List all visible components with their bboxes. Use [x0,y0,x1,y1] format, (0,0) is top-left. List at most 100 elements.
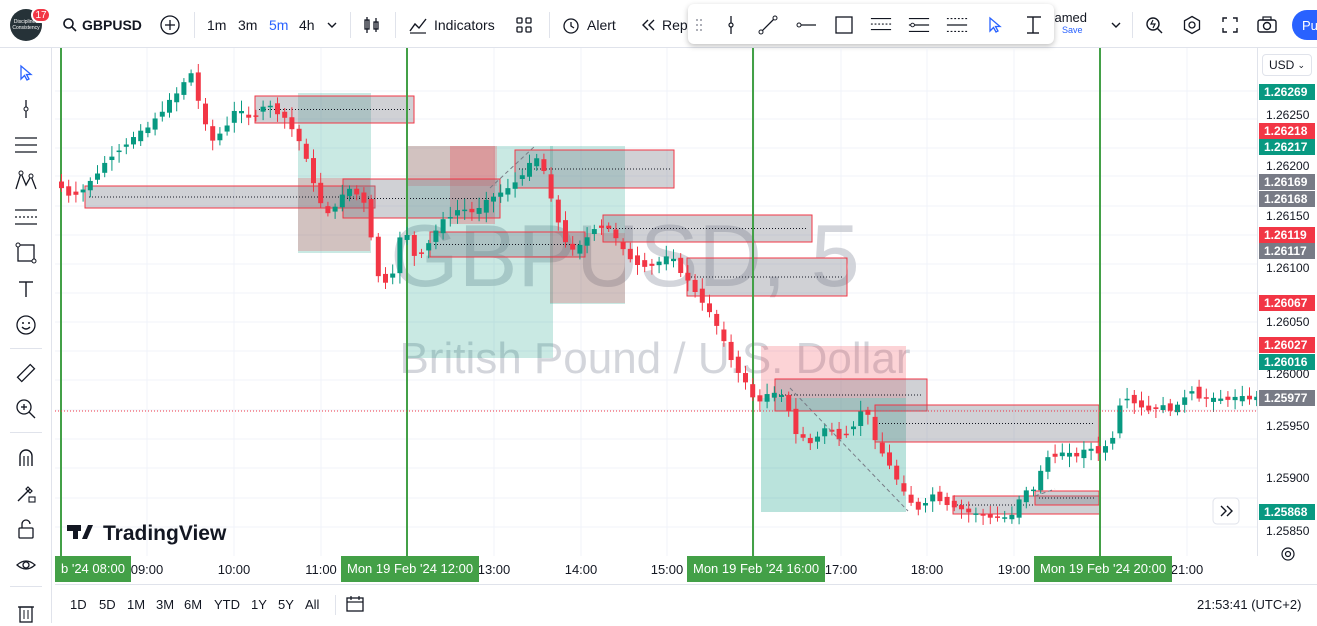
range-1m[interactable]: 1M [127,597,146,612]
text-tool-left[interactable] [13,276,39,302]
time-axis[interactable]: 09:00 10:00 11:00 13:00 14:00 15:00 17:00 18:00… [55,556,1257,584]
candle-body [145,127,151,134]
trend-line-tool[interactable] [757,14,779,36]
price-label: 1.26168 [1259,191,1315,207]
candle-body [541,159,547,172]
top-toolbar: Disciplined Consistency 17 GBPUSD 1m 3m 5… [0,0,1317,48]
measure-tool[interactable] [13,360,39,386]
candle-body [512,182,518,189]
rectangle-tool[interactable] [833,14,855,36]
pattern-tool[interactable] [13,168,39,194]
range-1d[interactable]: 1D [70,597,87,612]
date-range-button[interactable] [345,594,365,619]
cursor-tool[interactable] [984,14,1006,36]
range-1y[interactable]: 1Y [251,597,267,612]
range-5y[interactable]: 5Y [278,597,294,612]
layout-dropdown[interactable] [1110,12,1122,38]
zone-rectangle[interactable] [550,146,625,304]
remove-drawings-tool[interactable] [13,600,39,626]
grid-icon [516,17,532,33]
price-axis[interactable]: USD ⌄ 1.26250 1.26200 1.26150 1.26100 1.26050… [1257,48,1317,561]
tf-5m[interactable]: 5m [269,17,289,33]
candle-body [563,220,568,243]
zoom-tool[interactable] [13,396,39,422]
horizontal-ray-tool[interactable] [795,14,817,36]
range-5d[interactable]: 5D [99,597,116,612]
candle-body [375,236,381,277]
compare-button[interactable] [159,12,181,38]
position-tool[interactable] [946,14,968,36]
replay-label: Rep [662,17,688,33]
publish-button[interactable]: Pu [1292,10,1317,40]
zoom-in-icon [16,399,36,419]
indicators-button[interactable]: Indicators [408,12,495,38]
tf-3m[interactable]: 3m [238,17,258,33]
fib-tool-left[interactable] [13,204,39,230]
price-label: 1.26218 [1259,123,1315,139]
zone-rectangle[interactable] [298,93,371,253]
candle-body [1023,490,1029,503]
lock-drawings-tool[interactable] [13,516,39,542]
candle-body [764,394,770,402]
chart-settings-button[interactable] [1280,546,1296,562]
hide-drawings-tool[interactable] [13,552,39,578]
emoji-tool[interactable] [13,312,39,338]
quick-search-button[interactable] [1144,12,1164,38]
candle-body [253,115,259,117]
chart-pane[interactable]: GBPUSD, 5 British Pound / U.S. Dollar Tr… [55,48,1257,556]
tf-1m[interactable]: 1m [207,17,227,33]
candle-body [1016,499,1022,518]
range-all[interactable]: All [305,597,320,612]
zone-rectangle[interactable] [254,95,415,124]
vertical-line-tool[interactable] [720,14,742,36]
scroll-to-latest-button[interactable] [1212,497,1240,525]
session-time-label: b '24 08:00 [55,556,131,582]
horizontal-lines-tool[interactable] [13,132,39,158]
currency-selector[interactable]: USD ⌄ [1262,54,1312,76]
cursor-tool-left[interactable] [13,60,39,86]
candle-body [1088,448,1094,451]
range-3m[interactable]: 3M [156,597,175,612]
drag-handle[interactable] [692,14,706,36]
settings-button[interactable] [1182,12,1202,38]
alert-button[interactable]: Alert [561,12,616,38]
snapshot-button[interactable] [1256,12,1278,38]
chevron-down-icon [1111,22,1121,28]
candle-body [397,237,403,274]
timeframe-dropdown[interactable] [326,12,338,38]
parallel-channel-tool[interactable] [870,14,892,36]
chart-type-button[interactable] [362,12,382,38]
time-tick: 19:00 [997,562,1031,577]
stay-drawing-tool[interactable] [13,480,39,506]
symbol-search[interactable]: GBPUSD [62,12,142,38]
zone-rectangle[interactable] [407,146,553,358]
tradingview-logo-text: TradingView [103,522,227,545]
shapes-tool[interactable] [13,240,39,266]
zone-rectangle[interactable] [761,346,906,398]
candle-body [131,137,136,145]
fullscreen-button[interactable] [1221,12,1239,38]
candle-body [203,103,208,125]
fib-tool[interactable] [908,14,930,36]
candle-body [879,442,885,454]
templates-button[interactable] [514,12,534,38]
candle-body [1110,437,1116,444]
candle-body [980,513,986,516]
magnet-tool[interactable] [13,444,39,470]
range-ytd[interactable]: YTD [214,597,240,612]
replay-button[interactable]: Rep [640,12,688,38]
chart-canvas[interactable]: GBPUSD, 5 British Pound / U.S. Dollar Tr… [55,48,1257,556]
text-tool[interactable] [1022,14,1044,36]
candle-body [1139,400,1144,408]
tradingview-logo[interactable]: TradingView [67,522,227,545]
vertical-line-tool-left[interactable] [13,96,39,122]
candle-body [1038,470,1044,491]
candle-body [66,186,72,196]
clock-timezone[interactable]: 21:53:41 (UTC+2) [1197,597,1302,612]
tf-4h[interactable]: 4h [299,17,315,33]
range-6m[interactable]: 6M [184,597,203,612]
time-tick: 17:00 [824,562,858,577]
zone-rectangle[interactable] [429,231,586,258]
candle-body [663,256,669,265]
candle-body [1211,397,1216,402]
